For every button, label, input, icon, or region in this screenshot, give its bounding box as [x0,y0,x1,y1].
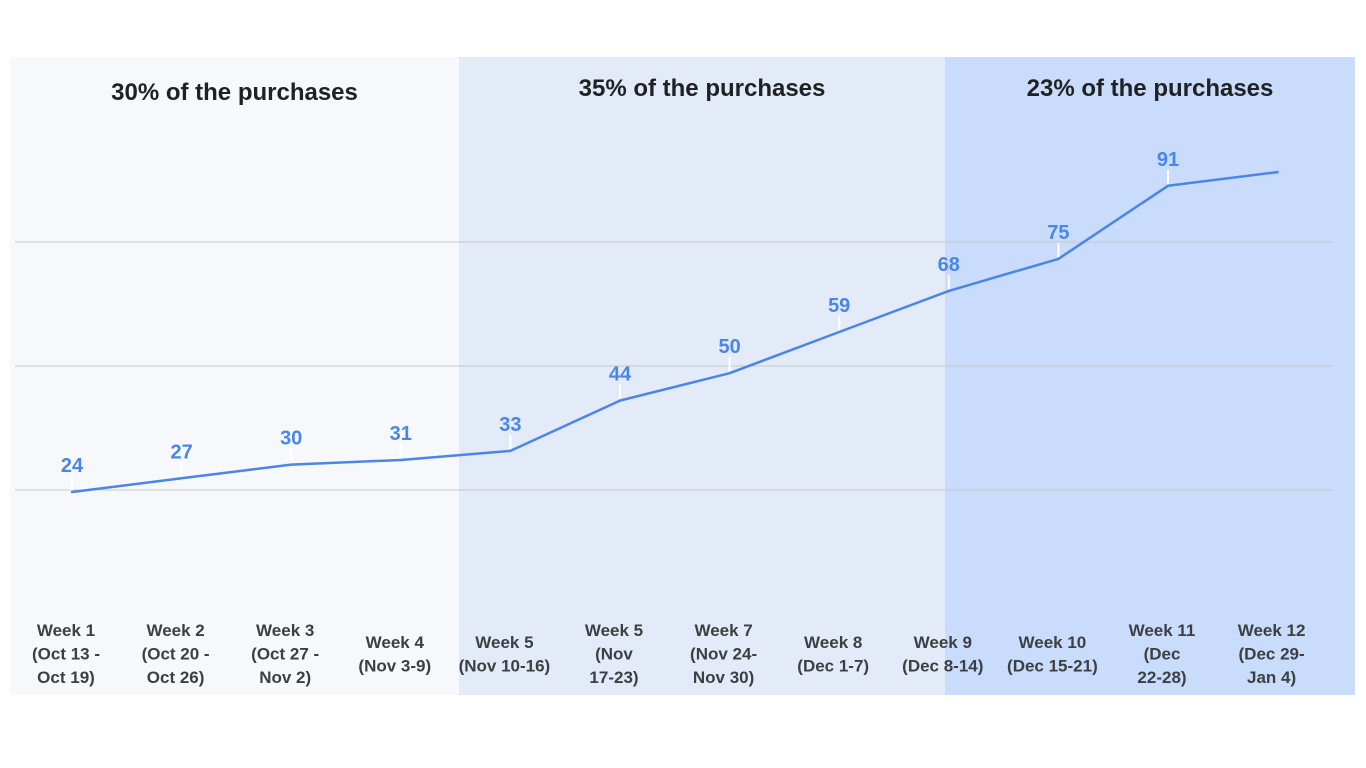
data-label: 91 [1157,149,1179,171]
data-label: 44 [609,364,632,386]
x-tick-label: Week 8 (Dec 1-7) [797,633,869,676]
band-3 [945,57,1355,695]
band-label-2: 35% of the purchases [579,75,826,102]
x-tick-label: Week 11 (Dec 22-28) [1129,621,1196,687]
series-line-layer [70,170,1279,494]
x-tick-label: Week 10 (Dec 15-21) [1007,633,1098,676]
data-label: 27 [170,441,192,463]
data-label: 30 [280,428,302,450]
band-1 [10,57,459,695]
background-bands [10,57,1355,695]
data-label: 31 [390,423,412,445]
band-labels: 30% of the purchases 35% of the purchases… [111,75,1273,106]
x-tick-label: Week 12 (Dec 29-Jan 4) [1238,621,1306,687]
data-labels: 24 27 30 31 33 44 50 59 68 75 91 [61,149,1179,490]
x-tick-label: Week 2 (Oct 20 -Oct 26) [142,621,210,687]
x-tick-label: Week 4 (Nov 3-9) [358,633,431,676]
band-label-1: 30% of the purchases [111,79,358,106]
series-line [70,170,1279,494]
x-tick-label: Week 5 (Nov 17-23) [585,621,643,687]
data-label: 24 [61,455,84,477]
band-2 [459,57,945,695]
data-label: 68 [938,254,960,276]
x-tick-label: Week 9 (Dec 8-14) [902,633,983,676]
data-label: 50 [718,336,740,358]
x-tick-label: Week 1 (Oct 13 -Oct 19) [32,621,100,687]
band-label-3: 23% of the purchases [1027,75,1274,102]
x-tick-label: Week 3 (Oct 27 -Nov 2) [251,621,319,687]
gridlines [15,241,1332,491]
data-label: 75 [1047,222,1069,244]
x-tick-label: Week 5 (Nov 10-16) [459,633,551,676]
data-label: 33 [499,414,521,436]
x-tick-label: Week 7 (Nov 24-Nov 30) [690,621,757,687]
x-axis-tick-labels: Week 1 (Oct 13 -Oct 19) Week 2 (Oct 20 -Oct… [32,621,1305,687]
data-label: 59 [828,295,850,317]
